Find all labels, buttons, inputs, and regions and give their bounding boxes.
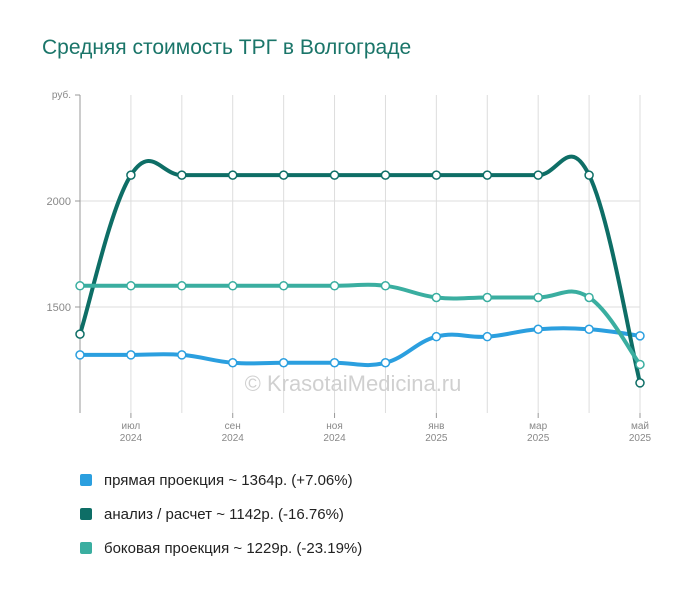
data-point [177,170,187,180]
data-point [75,329,85,339]
x-tick-label-year: 2024 [323,433,346,444]
x-tick-label: мар [529,421,547,432]
data-point [75,281,85,291]
legend-item[interactable]: боковая проекция ~ 1229р. (-23.19%) [80,531,362,565]
data-point [278,358,289,368]
data-point [278,281,289,291]
data-point [533,170,543,180]
data-point [329,281,340,291]
data-point [126,170,136,180]
x-tick-label: сен [225,421,241,432]
x-tick-label: июл [122,421,141,432]
x-tick-label-year: 2025 [629,433,652,444]
x-tick-label: янв [428,421,444,432]
data-point [635,331,645,341]
legend-swatch [80,474,92,486]
data-point [482,331,493,342]
data-point [533,292,543,303]
data-point [126,281,136,291]
series-line-2 [78,154,642,385]
data-point [380,170,391,180]
y-tick-label: 1500 [47,302,71,314]
data-point [635,359,645,370]
data-point [533,324,543,335]
data-point [126,350,136,360]
data-point [177,281,187,291]
x-tick-label-year: 2025 [527,433,550,444]
legend: прямая проекция ~ 1364р. (+7.06%) анализ … [80,463,362,565]
data-point [584,170,594,180]
data-point [329,170,340,180]
data-point [227,358,238,368]
series-line-1 [78,326,642,368]
data-point [635,378,645,388]
legend-swatch [80,508,92,520]
legend-swatch [80,542,92,554]
data-point [329,358,340,368]
data-point [380,358,391,368]
y-tick-label: 2000 [47,196,71,208]
legend-label: анализ / расчет ~ 1142р. (-16.76%) [104,505,344,523]
data-point [482,292,493,303]
y-axis-unit: руб. [52,89,71,101]
legend-item[interactable]: анализ / расчет ~ 1142р. (-16.76%) [80,497,362,531]
data-point [431,292,442,303]
data-point [227,281,238,291]
data-point [431,170,442,180]
data-point [482,170,493,180]
line-chart: 15002000руб.июл2024сен2024ноя2024янв2025… [47,89,652,444]
legend-label: боковая проекция ~ 1229р. (-23.19%) [104,539,363,557]
x-tick-label: май [631,421,649,432]
data-point [177,350,187,360]
data-point [278,170,289,180]
data-point [584,324,594,335]
data-point [380,281,391,291]
x-tick-label-year: 2024 [120,433,143,444]
legend-item[interactable]: прямая проекция ~ 1364р. (+7.06%) [80,463,362,497]
data-point [227,170,238,180]
data-point [584,292,594,303]
data-point [431,331,442,342]
watermark: © KrasotaiMedicina.ru [245,371,462,396]
chart-title: Средняя стоимость ТРГ в Волгограде [42,36,412,59]
data-point [75,350,85,360]
legend-label: прямая проекция ~ 1364р. (+7.06%) [104,471,353,489]
x-tick-label-year: 2025 [425,433,448,444]
x-tick-label: ноя [326,421,343,432]
x-tick-label-year: 2024 [222,433,245,444]
